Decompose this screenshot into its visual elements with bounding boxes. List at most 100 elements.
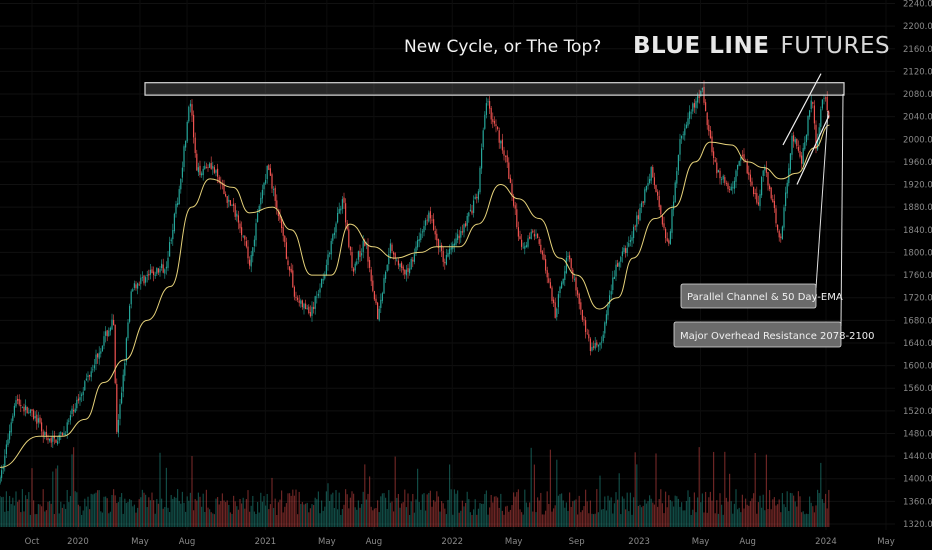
volume-bar <box>477 508 479 527</box>
candle-body <box>108 330 110 336</box>
candle-body <box>15 400 17 407</box>
candle-body <box>341 199 343 209</box>
candle-body <box>25 405 27 411</box>
candle-body <box>284 236 286 243</box>
candle-body <box>705 102 707 112</box>
volume-bar <box>292 489 294 527</box>
candle-body <box>487 101 489 103</box>
volume-bar <box>554 505 556 527</box>
y-axis: 2240.0 2200.0 2160.0 2120.0 2080.0 2040.0 2000… <box>903 0 932 530</box>
volume-bar <box>583 506 585 527</box>
volume-bar <box>138 499 140 527</box>
candle-body <box>794 139 796 143</box>
volume-bar <box>761 507 763 527</box>
candle-body <box>194 137 196 154</box>
candle-body <box>26 407 28 414</box>
y-tick-label: 1400.0 <box>903 475 932 485</box>
volume-bar <box>652 502 654 527</box>
candle-body <box>396 259 398 261</box>
volume-bar <box>722 514 724 527</box>
candle-body <box>450 247 452 250</box>
candle-body <box>1 470 3 478</box>
candle-body <box>639 208 641 221</box>
y-tick-label: 1840.0 <box>903 226 932 236</box>
volume-bar <box>666 507 668 527</box>
candle-body <box>405 269 407 276</box>
volume-bar <box>103 496 105 527</box>
volume-bar <box>356 509 358 527</box>
candle-body <box>781 226 783 240</box>
x-tick-label: Aug <box>179 537 196 547</box>
volume-bar <box>551 511 553 527</box>
volume-bar <box>117 502 119 527</box>
volume-bar <box>189 492 191 527</box>
candle-body <box>645 185 647 191</box>
volume-bar <box>338 492 340 527</box>
volume-bar <box>386 508 388 527</box>
candle-body <box>585 320 587 332</box>
candle-body <box>669 231 671 245</box>
volume-bar <box>484 494 486 527</box>
volume-bar <box>532 511 534 527</box>
volume-bar <box>703 512 705 527</box>
candle-body <box>255 223 257 241</box>
volume-bar <box>15 491 17 527</box>
candle-body <box>101 345 103 352</box>
volume-bar <box>255 513 257 527</box>
volume-bar <box>148 497 150 527</box>
volume-bar <box>660 489 662 527</box>
volume-bar <box>97 490 99 527</box>
volume-bar <box>607 495 609 527</box>
volume-bar <box>567 510 569 527</box>
candle-body <box>684 128 686 136</box>
candle-body <box>647 183 649 186</box>
volume-bar <box>73 447 75 527</box>
volume-bar <box>637 506 639 527</box>
candle-body <box>269 168 271 176</box>
volume-bar <box>383 493 385 527</box>
volume-bar <box>820 462 822 527</box>
y-tick-label: 1920.0 <box>903 181 932 191</box>
volume-bar <box>711 500 713 527</box>
candle-body <box>274 187 276 202</box>
y-tick-label: 2000.0 <box>903 135 932 145</box>
candle-body <box>201 173 203 176</box>
candle-body <box>789 153 791 170</box>
volume-bar <box>556 459 558 527</box>
candle-body <box>509 177 511 183</box>
volume-bar <box>308 512 310 527</box>
volume-bar <box>116 503 118 527</box>
volume-bar <box>511 505 513 527</box>
candle-body <box>124 362 126 376</box>
candle-body <box>394 253 396 259</box>
volume-bar <box>581 510 583 527</box>
volume-bar <box>77 504 79 527</box>
y-tick-label: 2080.0 <box>903 90 932 100</box>
candle-body <box>188 106 190 122</box>
volume-bar <box>772 499 774 527</box>
candle-body <box>159 269 161 273</box>
candle-body <box>345 203 347 223</box>
candle-body <box>610 291 612 295</box>
volume-bar <box>495 496 497 527</box>
candle-body <box>145 277 147 283</box>
candle-body <box>369 260 371 268</box>
volume-bar <box>362 491 364 527</box>
volume-bar <box>41 506 43 527</box>
volume-bar <box>713 451 715 527</box>
volume-bar <box>625 509 627 527</box>
candle-body <box>189 103 191 107</box>
candle-body <box>434 230 436 235</box>
candle-body <box>311 306 313 316</box>
candle-body <box>689 111 691 119</box>
candle-body <box>140 277 142 284</box>
candle-body <box>58 434 60 441</box>
volume-bar <box>106 498 108 527</box>
volume-bar <box>687 490 689 527</box>
volume-bar <box>151 492 153 527</box>
volume-bar <box>373 508 375 527</box>
volume-bar <box>340 514 342 527</box>
candle-body <box>809 110 811 117</box>
candle-body <box>266 165 268 180</box>
volume-bar <box>826 508 828 527</box>
